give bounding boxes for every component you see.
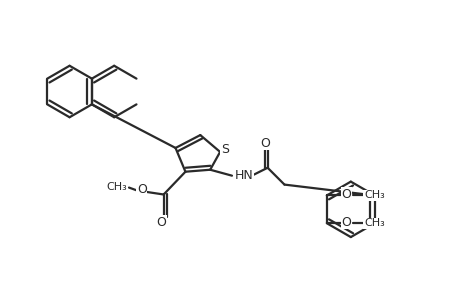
Text: O: O (341, 188, 351, 201)
Text: O: O (260, 136, 270, 150)
Text: S: S (221, 144, 229, 156)
Text: HN: HN (234, 169, 253, 182)
Text: CH₃: CH₃ (363, 218, 384, 228)
Text: O: O (157, 216, 166, 229)
Text: CH₃: CH₃ (363, 190, 384, 200)
Text: CH₃: CH₃ (106, 182, 127, 192)
Text: O: O (137, 183, 146, 196)
Text: O: O (341, 216, 351, 229)
